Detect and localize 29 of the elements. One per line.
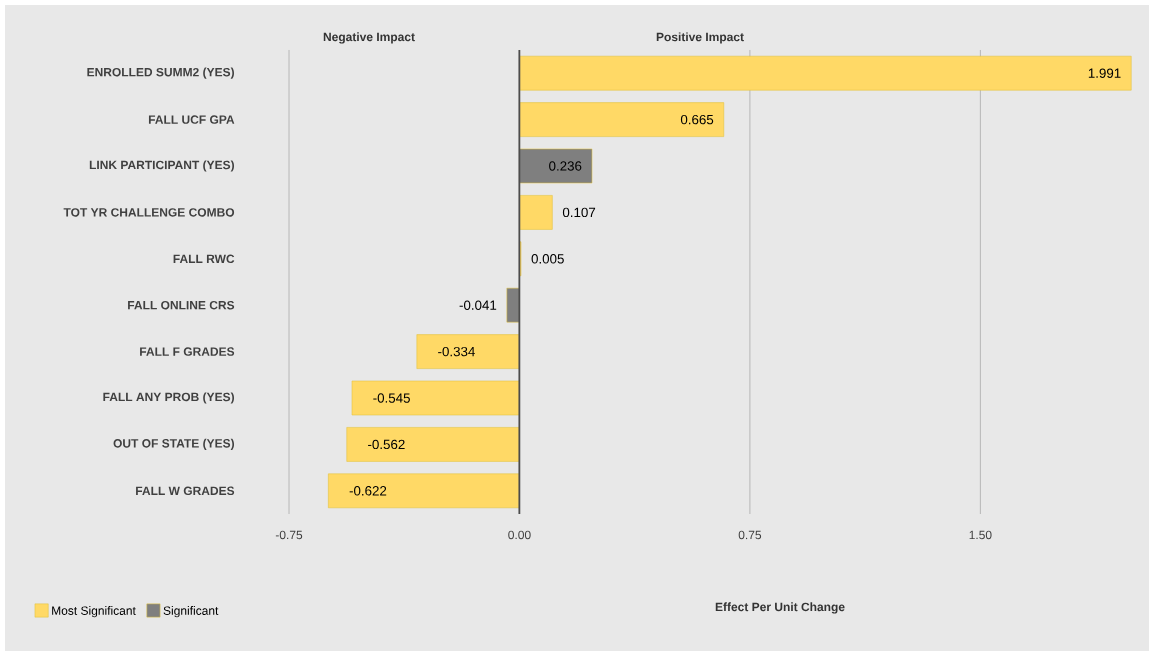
legend-label: Significant (163, 606, 219, 618)
y-tick-label: FALL W GRADES (136, 486, 235, 496)
text: Negative Impact (323, 32, 415, 44)
x-tick-label: 0.00 (508, 530, 531, 540)
y-tick-label: FALL ONLINE CRS (128, 300, 235, 310)
y-tick-label: OUT OF STATE (YES) (113, 438, 235, 450)
text: Effect Per Unit Change (715, 602, 845, 614)
data-label: 0.236 (549, 161, 582, 171)
y-tick-label: FALL ANY PROB (YES) (103, 392, 235, 404)
data-label: -0.334 (438, 346, 475, 357)
legend-label: Most Significant (52, 606, 136, 618)
data-label: -0.545 (373, 393, 410, 403)
y-tick-label: TOT YR CHALLENGE COMBO (63, 208, 235, 217)
y-tick-label: ENROLLED SUMM2 (YES) (87, 67, 234, 79)
x-tick-label: 1.50 (969, 530, 992, 540)
y-tick-label: FALL F GRADES (140, 347, 235, 356)
data-label: 0.665 (680, 114, 714, 125)
x-tick-label: -0.75 (275, 530, 303, 540)
y-tick-label: FALL UCF GPA (148, 115, 235, 124)
y-tick-label: LINK PARTICIPANT (YES) (89, 160, 235, 172)
data-label: -0.041 (459, 300, 497, 310)
data-label: 1.991 (1088, 68, 1121, 78)
data-label: -0.622 (349, 486, 387, 496)
y-tick-label: FALL RWC (173, 254, 235, 264)
text: Positive Impact (656, 32, 744, 44)
x-tick-label: 0.75 (738, 530, 762, 540)
data-label: 0.005 (531, 254, 564, 264)
data-label: 0.107 (562, 207, 596, 218)
data-label: -0.562 (368, 439, 405, 450)
